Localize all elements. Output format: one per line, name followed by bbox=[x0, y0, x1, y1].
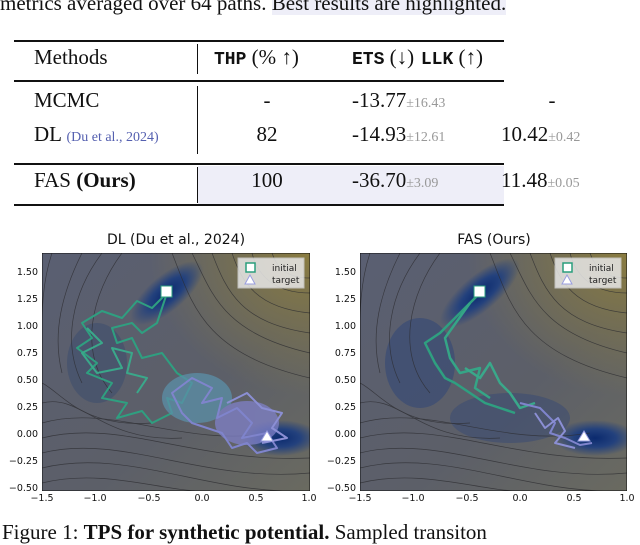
plot-fas: FAS (Ours) bbox=[318, 228, 640, 513]
square-marker-icon bbox=[245, 262, 256, 273]
row-dl-thp: 82 bbox=[256, 122, 278, 146]
plot-title: DL (Du et al., 2024) bbox=[106, 232, 246, 248]
figure-caption: Figure 1: TPS for synthetic potential. S… bbox=[2, 520, 487, 544]
table-top-rule bbox=[14, 40, 504, 42]
preceding-text: metrics averaged over 64 paths. Best res… bbox=[0, 0, 640, 16]
row-mcmc-thp: - bbox=[263, 88, 271, 112]
row-dl-ets: -14.93±12.61 bbox=[352, 122, 446, 146]
contour-plot-area: initial target bbox=[360, 253, 627, 491]
svg-text:target: target bbox=[272, 276, 300, 286]
header-methods: Methods bbox=[34, 45, 108, 69]
header-ets: ETS (↓) bbox=[352, 45, 415, 70]
row-mcmc-method: MCMC bbox=[34, 88, 100, 112]
column-divider bbox=[197, 167, 198, 203]
svg-text:target: target bbox=[589, 276, 617, 286]
triangle-marker-icon bbox=[244, 273, 256, 285]
row-mcmc-ets: -13.77±16.43 bbox=[352, 88, 446, 112]
column-divider bbox=[197, 86, 198, 154]
header-llk: LLK (↑) bbox=[420, 45, 483, 70]
plot-dl: DL (Du et al., 2024) bbox=[0, 228, 320, 513]
mid-rule bbox=[14, 163, 504, 165]
row-fas-thp: 100 bbox=[251, 168, 283, 192]
square-marker-icon bbox=[562, 262, 573, 273]
svg-text:initial: initial bbox=[589, 264, 614, 274]
contour-plot-area: initial target bbox=[42, 253, 310, 491]
highlighted-row-bg bbox=[198, 166, 504, 204]
column-divider bbox=[197, 44, 198, 74]
header-thp: THP (% ↑) bbox=[214, 45, 299, 70]
header-rule bbox=[14, 80, 504, 82]
highlighted-text: Best results are highlighted. bbox=[271, 0, 507, 15]
triangle-marker-icon bbox=[561, 273, 573, 285]
citation-link[interactable]: (Du et al., 2024) bbox=[66, 130, 159, 145]
row-fas-method: FAS (Ours) bbox=[34, 168, 136, 192]
svg-text:initial: initial bbox=[272, 264, 297, 274]
legend: initial target bbox=[237, 257, 305, 289]
row-mcmc-llk: - bbox=[548, 88, 556, 112]
table-bottom-rule bbox=[14, 204, 504, 206]
row-fas-ets: -36.70±3.09 bbox=[352, 168, 439, 192]
plot-title: FAS (Ours) bbox=[457, 232, 531, 248]
legend: initial target bbox=[554, 257, 622, 289]
row-dl-method: DL (Du et al., 2024) bbox=[34, 122, 159, 146]
row-dl-llk: 10.42±0.42 bbox=[501, 122, 581, 146]
row-fas-llk: 11.48±0.05 bbox=[501, 168, 580, 192]
